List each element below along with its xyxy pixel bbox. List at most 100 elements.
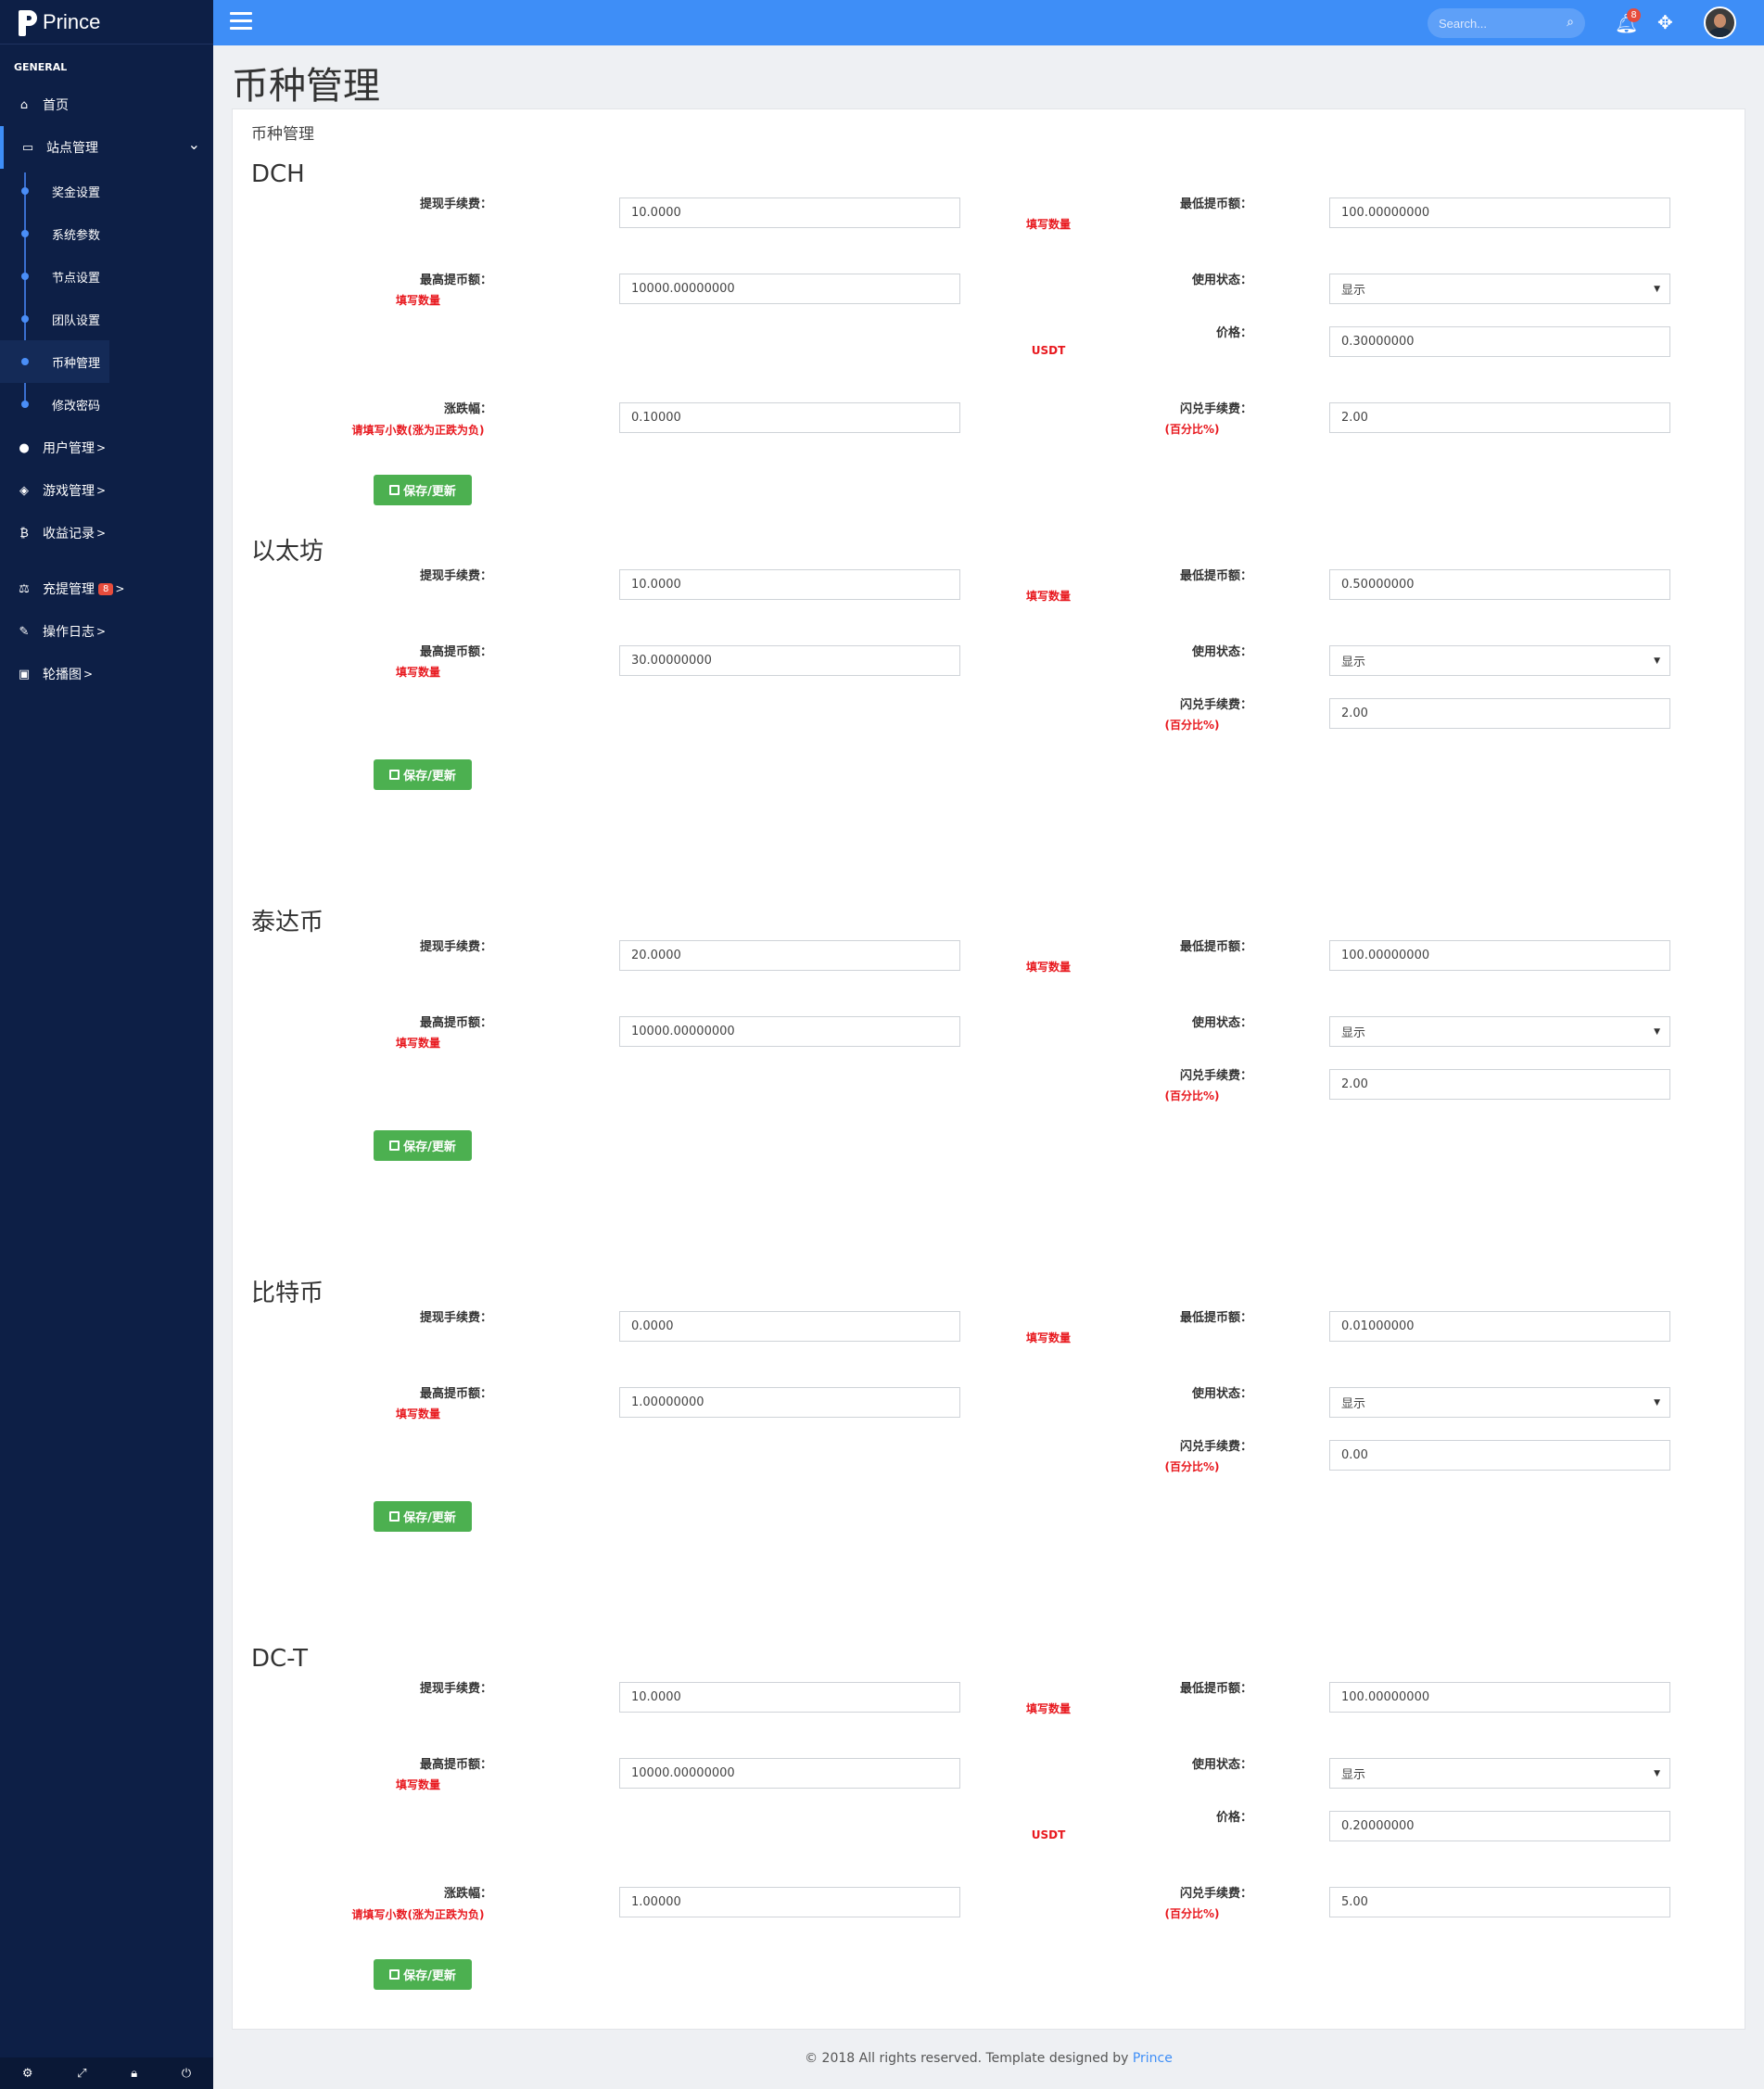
withdraw-fee-input[interactable]: 20.0000 (619, 940, 960, 971)
save-update-button[interactable]: 保存/更新 (374, 759, 472, 790)
input-value: 0.50000000 (1341, 578, 1415, 592)
chevron-right-icon: > (96, 625, 107, 638)
power-icon[interactable]: ⏻ (181, 2066, 192, 2081)
sidebar-item-4[interactable]: ₿ 收益记录 > (0, 512, 213, 554)
save-button-label: 保存/更新 (403, 1140, 456, 1154)
sidebar-subitem-2[interactable]: 节点设置 (0, 255, 213, 298)
input-value: 0.01000000 (1341, 1319, 1415, 1333)
cube-icon: ◈ (19, 483, 29, 498)
max-withdraw-input[interactable]: 10000.00000000 (619, 1016, 960, 1047)
flash-fee-input[interactable]: 2.00 (1329, 1069, 1670, 1100)
field-label: 最高提币额： (419, 645, 492, 659)
lock-icon[interactable]: 🔒︎ (131, 2066, 138, 2081)
field-label: 价格： (1215, 326, 1252, 340)
input-value: 显示 (1341, 284, 1366, 298)
chevron-right-icon: > (96, 484, 107, 497)
status-select[interactable]: 显示 ▼ (1329, 645, 1670, 676)
field-label: 最低提币额： (1179, 569, 1252, 583)
search-input[interactable] (1428, 8, 1557, 38)
sidebar-item-0[interactable]: ⌂ 首页 (0, 83, 213, 126)
sidebar-item-label: 游戏管理 (43, 484, 95, 499)
status-select[interactable]: 显示 ▼ (1329, 274, 1670, 304)
sidebar-item-label: 站点管理 (46, 141, 98, 156)
menu-toggle-icon[interactable] (230, 12, 252, 31)
user-circle-icon: ● (19, 440, 30, 455)
withdraw-fee-input[interactable]: 0.0000 (619, 1311, 960, 1342)
price-input[interactable]: 0.20000000 (1329, 1811, 1670, 1841)
coin-heading: DC-T (251, 1645, 309, 1673)
input-value: 0.00 (1341, 1448, 1368, 1462)
min-withdraw-input[interactable]: 100.00000000 (1329, 940, 1670, 971)
avatar[interactable] (1704, 6, 1736, 39)
max-withdraw-input[interactable]: 30.00000000 (619, 645, 960, 676)
price-input[interactable]: 0.30000000 (1329, 326, 1670, 357)
save-icon (389, 1511, 400, 1522)
min-withdraw-input[interactable]: 0.01000000 (1329, 1311, 1670, 1342)
sidebar-item-5[interactable]: ⚖ 充提管理 8 > (0, 567, 213, 610)
caret-down-icon: ▼ (1654, 285, 1660, 294)
status-select[interactable]: 显示 ▼ (1329, 1387, 1670, 1418)
status-select[interactable]: 显示 ▼ (1329, 1016, 1670, 1047)
input-value: 显示 (1341, 1026, 1366, 1040)
sidebar-subitem-4[interactable]: 币种管理 (0, 340, 109, 383)
change-input[interactable]: 0.10000 (619, 402, 960, 433)
expand-icon[interactable]: ✥ (1657, 11, 1673, 33)
bullet-dot-icon (21, 230, 29, 237)
sidebar-subitem-5[interactable]: 修改密码 (0, 383, 213, 426)
withdraw-fee-input[interactable]: 10.0000 (619, 569, 960, 600)
field-label: 提现手续费： (419, 197, 492, 211)
search-box: ⌕ (1428, 8, 1585, 38)
sidebar-subitem-label: 修改密码 (52, 399, 101, 414)
status-select[interactable]: 显示 ▼ (1329, 1758, 1670, 1789)
sidebar-subitem-0[interactable]: 奖金设置 (0, 170, 213, 212)
prince-logo-icon (17, 8, 37, 36)
max-withdraw-input[interactable]: 10000.00000000 (619, 1758, 960, 1789)
field-label: 最高提币额： (419, 1387, 492, 1401)
input-value: 2.00 (1341, 1077, 1368, 1091)
sidebar-subitem-1[interactable]: 系统参数 (0, 212, 213, 255)
save-update-button[interactable]: 保存/更新 (374, 1130, 472, 1161)
field-hint: 请填写小数(涨为正跌为负) (351, 424, 485, 437)
sidebar-item-6[interactable]: ✎ 操作日志 > (0, 610, 213, 653)
field-hint: 填写数量 (395, 1778, 440, 1791)
flash-fee-input[interactable]: 2.00 (1329, 698, 1670, 729)
input-value: 0.30000000 (1341, 335, 1415, 349)
min-withdraw-input[interactable]: 100.00000000 (1329, 197, 1670, 228)
save-update-button[interactable]: 保存/更新 (374, 1501, 472, 1532)
save-update-button[interactable]: 保存/更新 (374, 1959, 472, 1990)
page-footer: © 2018 All rights reserved. Template des… (213, 2051, 1764, 2066)
withdraw-fee-input[interactable]: 10.0000 (619, 1682, 960, 1713)
notification-bell-icon[interactable]: 🔔︎ 8 (1615, 8, 1641, 34)
fullscreen-icon[interactable]: ⤢ (77, 2066, 87, 2081)
change-input[interactable]: 1.00000 (619, 1887, 960, 1917)
input-value: 100.00000000 (1341, 206, 1430, 220)
max-withdraw-input[interactable]: 1.00000000 (619, 1387, 960, 1418)
sidebar-item-label: 轮播图 (43, 668, 82, 682)
sidebar-item-1[interactable]: ▭ 站点管理 ⌄ (0, 126, 213, 169)
sidebar-item-2[interactable]: ● 用户管理 > (0, 427, 213, 469)
footer-link[interactable]: Prince (1132, 2051, 1173, 2066)
max-withdraw-input[interactable]: 10000.00000000 (619, 274, 960, 304)
flash-fee-input[interactable]: 0.00 (1329, 1440, 1670, 1471)
gear-icon[interactable]: ⚙ (21, 2066, 33, 2081)
input-value: 100.00000000 (1341, 1690, 1430, 1704)
field-hint: USDT (1031, 344, 1066, 357)
flash-fee-input[interactable]: 5.00 (1329, 1887, 1670, 1917)
min-withdraw-input[interactable]: 0.50000000 (1329, 569, 1670, 600)
sidebar-item-7[interactable]: ▣ 轮播图 > (0, 653, 213, 695)
percent-hint: (百分比%) (1164, 1907, 1220, 1920)
bullet-dot-icon (21, 187, 29, 195)
sidebar-subitem-3[interactable]: 团队设置 (0, 298, 213, 340)
brand[interactable]: Prince (0, 0, 213, 45)
min-withdraw-input[interactable]: 100.00000000 (1329, 1682, 1670, 1713)
save-update-button[interactable]: 保存/更新 (374, 475, 472, 505)
flash-fee-input[interactable]: 2.00 (1329, 402, 1670, 433)
withdraw-fee-input[interactable]: 10.0000 (619, 197, 960, 228)
edit-icon: ✎ (19, 624, 30, 639)
search-icon[interactable]: ⌕ (1567, 15, 1574, 30)
field-label: 最高提币额： (419, 1016, 492, 1030)
field-label: 使用状态： (1191, 1016, 1252, 1030)
field-label: 涨跌幅： (443, 1887, 492, 1901)
sidebar-item-3[interactable]: ◈ 游戏管理 > (0, 469, 213, 512)
balance-scale-icon: ⚖ (19, 581, 30, 596)
